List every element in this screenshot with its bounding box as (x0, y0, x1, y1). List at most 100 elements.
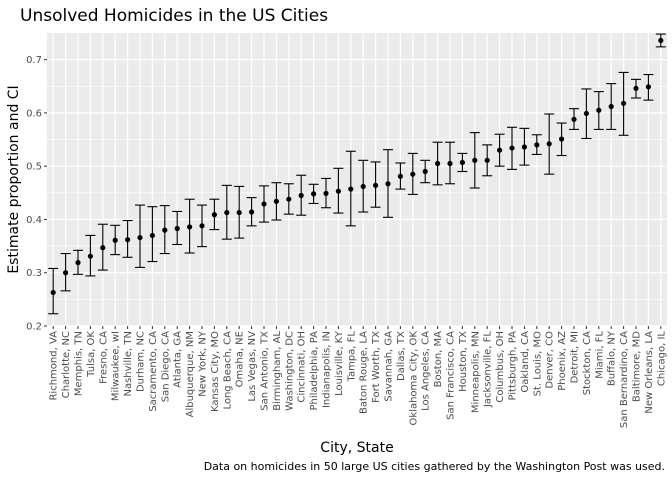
data-point (125, 237, 131, 243)
data-point (199, 223, 205, 229)
x-tick-label: Jacksonville, FL (483, 331, 494, 409)
y-tick-label: 0.3 (26, 268, 42, 279)
x-tick-label: San Francisco, CA (446, 331, 457, 420)
data-point (211, 212, 217, 218)
x-tick-label: Omaha, NE (235, 331, 246, 387)
x-tick-label: Minneapolis, MN (470, 331, 481, 413)
x-tick-label: Sacramento, CA (148, 331, 159, 412)
data-point (397, 173, 403, 179)
data-point (112, 237, 118, 243)
x-tick-label: Miami, FL (594, 331, 605, 379)
x-tick-label: Milwaukee, wI (111, 331, 122, 401)
data-point (546, 141, 552, 147)
data-point (410, 171, 416, 177)
data-point (484, 157, 490, 163)
x-tick-label: Savannah, GA (384, 331, 395, 402)
x-tick-label: Pittsburgh, PA (508, 331, 519, 401)
x-tick-label: Louisville, KY (334, 330, 345, 396)
data-point (509, 145, 515, 151)
data-point (187, 224, 193, 230)
x-tick-label: San Bernardino, CA (619, 331, 630, 428)
data-point (348, 186, 354, 192)
data-point (50, 289, 56, 296)
x-tick-label: Nashville, TN (123, 331, 134, 397)
x-tick-label: Cincinnati, OH (297, 331, 308, 403)
x-tick-label: Oakland, CA (520, 331, 531, 393)
data-point (621, 100, 627, 106)
x-tick-label: Atlanta, GA (173, 331, 184, 388)
x-tick-label: Stockton, CA (582, 331, 593, 395)
data-point (174, 225, 180, 232)
data-point (249, 209, 255, 215)
data-point (472, 157, 478, 163)
data-point (224, 209, 230, 216)
data-point (447, 160, 453, 167)
x-tick-label: Long Beach, CA (222, 331, 233, 410)
x-tick-label: Detroit, MI (570, 331, 581, 383)
data-point (63, 270, 69, 276)
chart-caption: Data on homicides in 50 large US cities … (204, 460, 665, 473)
x-tick-label: Philadelphia, PA (309, 331, 320, 411)
data-point (497, 147, 503, 153)
x-tick-label: Washington, DC (284, 331, 295, 411)
x-tick-label: Fresno, CA (98, 331, 109, 384)
data-point (658, 37, 664, 44)
x-tick-label: St. Louis, MO (532, 331, 543, 396)
y-tick-label: 0.6 (26, 108, 42, 119)
x-tick-label: Indianapolis, IN (322, 331, 333, 408)
x-tick-label: Columbus, OH (495, 331, 506, 403)
data-point (87, 253, 93, 259)
x-tick-label: Memphis, TN (74, 331, 85, 396)
data-point (261, 201, 267, 207)
data-point (323, 190, 329, 196)
data-point (373, 182, 379, 188)
data-point (273, 198, 279, 204)
x-tick-label: Buffalo, NY (607, 330, 618, 386)
x-tick-label: Baltimore, MD (632, 331, 643, 402)
data-point (286, 196, 292, 202)
x-tick-label: Las Vegas, NV (247, 331, 258, 402)
plot-panel (47, 33, 667, 326)
data-point (385, 181, 391, 187)
data-point (596, 107, 602, 113)
x-tick-label: New Orleans, LA (644, 331, 655, 414)
x-axis: Richmond, VA Charlotte, NC Memphis, TN Tuls… (49, 326, 667, 428)
x-tick-label: Durham, NC (136, 331, 147, 392)
x-tick-label: Dallas, TX (396, 331, 407, 381)
x-tick-label: Birmingham, AL (272, 331, 283, 411)
data-point (311, 191, 317, 197)
data-point (100, 245, 106, 251)
y-axis-title: Estimate proportion and CI (6, 85, 22, 273)
x-tick-label: Tulsa, OK (86, 331, 97, 378)
data-point (137, 234, 143, 241)
y-tick-label: 0.7 (26, 55, 42, 66)
data-point (571, 116, 577, 122)
data-point (236, 209, 242, 216)
x-tick-label: Oklahoma City, OK (408, 331, 419, 426)
x-tick-label: Kansas City, MO (210, 331, 221, 412)
data-point (75, 260, 81, 266)
x-tick-label: Fort Worth, TX (371, 331, 382, 403)
data-point (559, 136, 565, 142)
x-tick-label: Albuquerque, NM (185, 331, 196, 417)
x-axis-title: City, State (320, 440, 393, 456)
x-tick-label: Houston, TX (458, 331, 469, 392)
data-point (583, 110, 590, 117)
data-point (435, 160, 441, 167)
data-point (521, 144, 528, 150)
data-point (335, 188, 341, 194)
data-point (149, 232, 155, 239)
chart-title: Unsolved Homicides in the US Cities (20, 6, 328, 26)
x-tick-label: Tampa, FL (346, 331, 357, 383)
x-tick-label: San Diego, CA (160, 331, 171, 402)
x-tick-label: Charlotte, NC (61, 331, 72, 398)
data-point (422, 168, 428, 175)
x-tick-label: New York, NY (198, 330, 209, 397)
x-tick-label: Denver, CO (545, 331, 556, 389)
data-point (534, 142, 540, 148)
x-tick-label: Phoenix, AZ (557, 331, 568, 391)
x-tick-label: Richmond, VA (49, 331, 60, 401)
data-point (360, 183, 366, 190)
